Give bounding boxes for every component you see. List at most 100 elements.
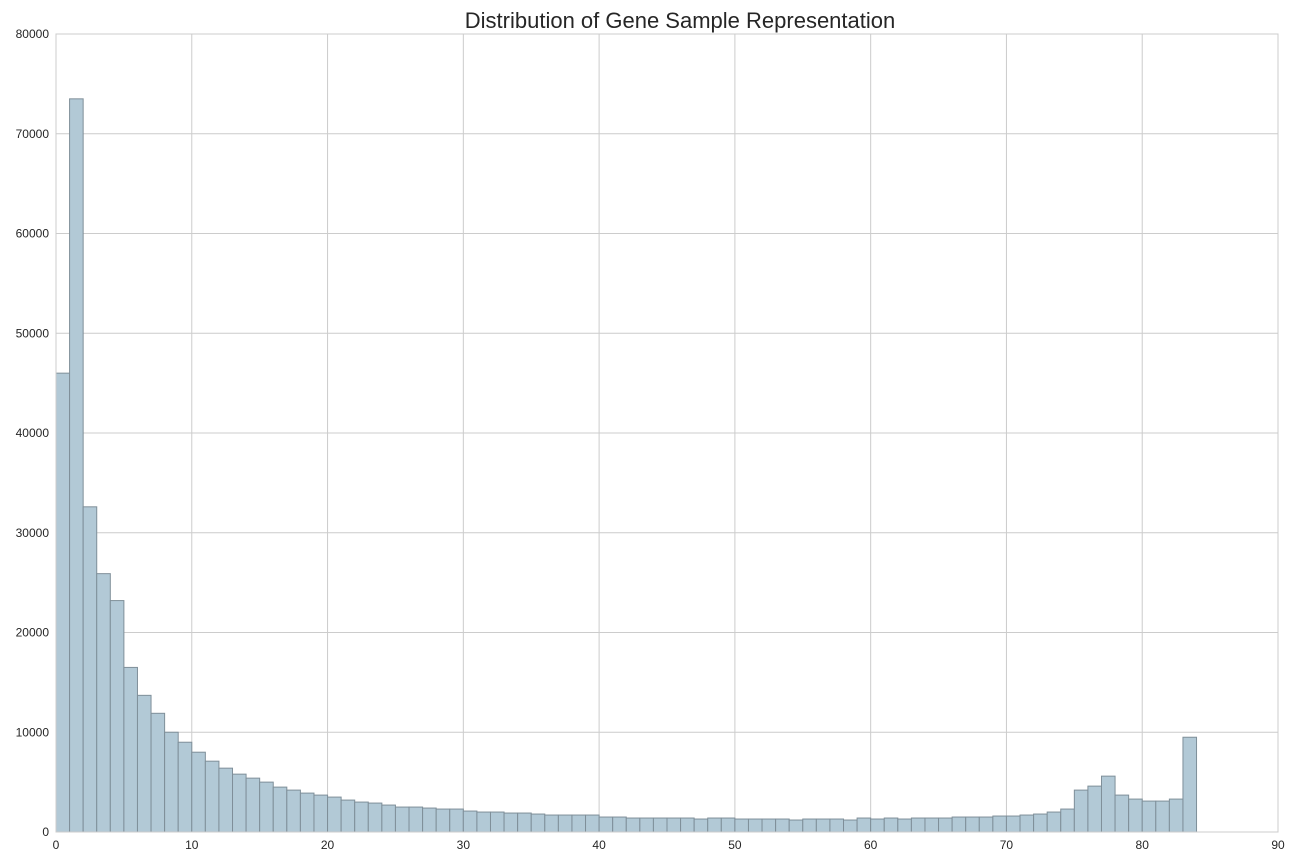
histogram-bar xyxy=(951,816,967,833)
histogram-bar xyxy=(394,806,410,833)
histogram-bar xyxy=(625,817,641,833)
x-tick-label: 80 xyxy=(1136,838,1150,852)
x-tick-label: 50 xyxy=(728,838,742,852)
histogram-bar xyxy=(1182,736,1198,833)
histogram-bar xyxy=(422,807,437,833)
histogram-bar xyxy=(666,817,682,833)
histogram-bar xyxy=(1128,798,1143,833)
histogram-bar xyxy=(612,816,627,833)
plot-area-frame xyxy=(55,33,1279,833)
histogram-bar xyxy=(489,811,505,833)
y-tick-label: 30000 xyxy=(16,526,50,540)
histogram-bar xyxy=(164,731,179,833)
histogram-bar xyxy=(1155,800,1170,833)
histogram-bar xyxy=(815,818,831,833)
histogram-bar xyxy=(788,819,804,833)
histogram-bar xyxy=(571,814,587,833)
histogram-bar xyxy=(1100,775,1116,833)
histogram-bar xyxy=(313,794,329,833)
y-tick-label: 70000 xyxy=(16,127,50,141)
histogram-bar xyxy=(503,812,519,833)
histogram-bar xyxy=(1114,794,1130,833)
histogram-bar xyxy=(449,808,464,833)
histogram-bar xyxy=(408,806,424,833)
histogram-bar xyxy=(191,751,206,833)
histogram-bar xyxy=(150,712,166,833)
histogram-bar xyxy=(938,817,953,833)
x-tick-label: 70 xyxy=(1000,838,1014,852)
histogram-bar xyxy=(1168,798,1184,833)
histogram-bar xyxy=(829,818,845,833)
histogram-bar xyxy=(69,98,84,833)
histogram-bars xyxy=(55,98,1198,833)
x-tick-label: 40 xyxy=(592,838,606,852)
x-tick-label: 60 xyxy=(864,838,878,852)
histogram-bar xyxy=(843,819,858,833)
histogram-bar xyxy=(924,817,940,833)
y-tick-label: 20000 xyxy=(16,626,50,640)
histogram-bar xyxy=(802,818,817,833)
x-tick-label: 10 xyxy=(185,838,199,852)
y-tick-label: 0 xyxy=(42,825,49,839)
histogram-bar xyxy=(327,796,342,833)
histogram-bar xyxy=(557,814,573,833)
grid-lines xyxy=(55,33,1279,833)
histogram-bar xyxy=(204,760,220,833)
y-tick-label: 10000 xyxy=(16,725,50,739)
histogram-bar xyxy=(340,799,356,833)
histogram-bar xyxy=(109,600,125,833)
histogram-bar xyxy=(734,818,749,833)
histogram-bar xyxy=(381,804,396,833)
histogram-bar xyxy=(286,789,301,833)
histogram-bar xyxy=(544,814,559,833)
y-tick-label: 60000 xyxy=(16,227,50,241)
histogram-bar xyxy=(123,666,138,833)
histogram-bar xyxy=(585,814,600,833)
x-tick-label: 90 xyxy=(1271,838,1285,852)
histogram-bar xyxy=(232,773,247,833)
histogram-bar xyxy=(693,818,709,833)
histogram-bar xyxy=(910,817,926,833)
histogram-bar xyxy=(367,802,383,833)
histogram-bar xyxy=(136,694,152,833)
y-tick-label: 40000 xyxy=(16,426,50,440)
histogram-bar xyxy=(870,818,885,833)
histogram-bar xyxy=(1060,808,1075,833)
histogram-bar xyxy=(761,818,777,833)
histogram-bar xyxy=(652,817,668,833)
histogram-bar xyxy=(435,808,451,833)
histogram-bar xyxy=(1141,800,1157,833)
histogram-bar xyxy=(720,817,736,833)
histogram-bar xyxy=(680,817,695,833)
histogram-bar xyxy=(775,818,790,833)
histogram-bar xyxy=(598,816,614,833)
histogram-bar xyxy=(476,811,491,833)
chart-title: Distribution of Gene Sample Representati… xyxy=(465,8,895,33)
histogram-bar xyxy=(639,817,654,833)
histogram-bar xyxy=(530,813,546,833)
histogram-bar xyxy=(1033,813,1048,833)
histogram-bar xyxy=(354,801,369,833)
y-tick-label: 50000 xyxy=(16,326,50,340)
histogram-bar xyxy=(1073,789,1089,833)
x-tick-label: 20 xyxy=(321,838,335,852)
histogram-bar xyxy=(218,767,234,833)
histogram-bar xyxy=(747,818,763,833)
histogram-bar xyxy=(897,818,912,833)
x-tick-label: 30 xyxy=(457,838,471,852)
histogram-bar xyxy=(1019,814,1035,833)
histogram-bar xyxy=(707,817,722,833)
histogram-bar xyxy=(517,812,532,833)
histogram-bar xyxy=(299,792,315,833)
histogram-bar xyxy=(856,817,872,833)
histogram-bar xyxy=(96,573,111,833)
y-axis-ticks: 0 10000 20000 30000 40000 50000 60000 70000 8000… xyxy=(16,27,50,839)
histogram-bar xyxy=(978,816,994,833)
y-tick-label: 80000 xyxy=(16,27,50,41)
histogram-bar xyxy=(992,815,1007,833)
x-axis-ticks: 0 10 20 30 40 50 60 70 80 90 xyxy=(53,838,1285,852)
histogram-bar xyxy=(82,506,98,833)
histogram-bar xyxy=(883,817,899,833)
histogram-bar xyxy=(462,810,478,833)
